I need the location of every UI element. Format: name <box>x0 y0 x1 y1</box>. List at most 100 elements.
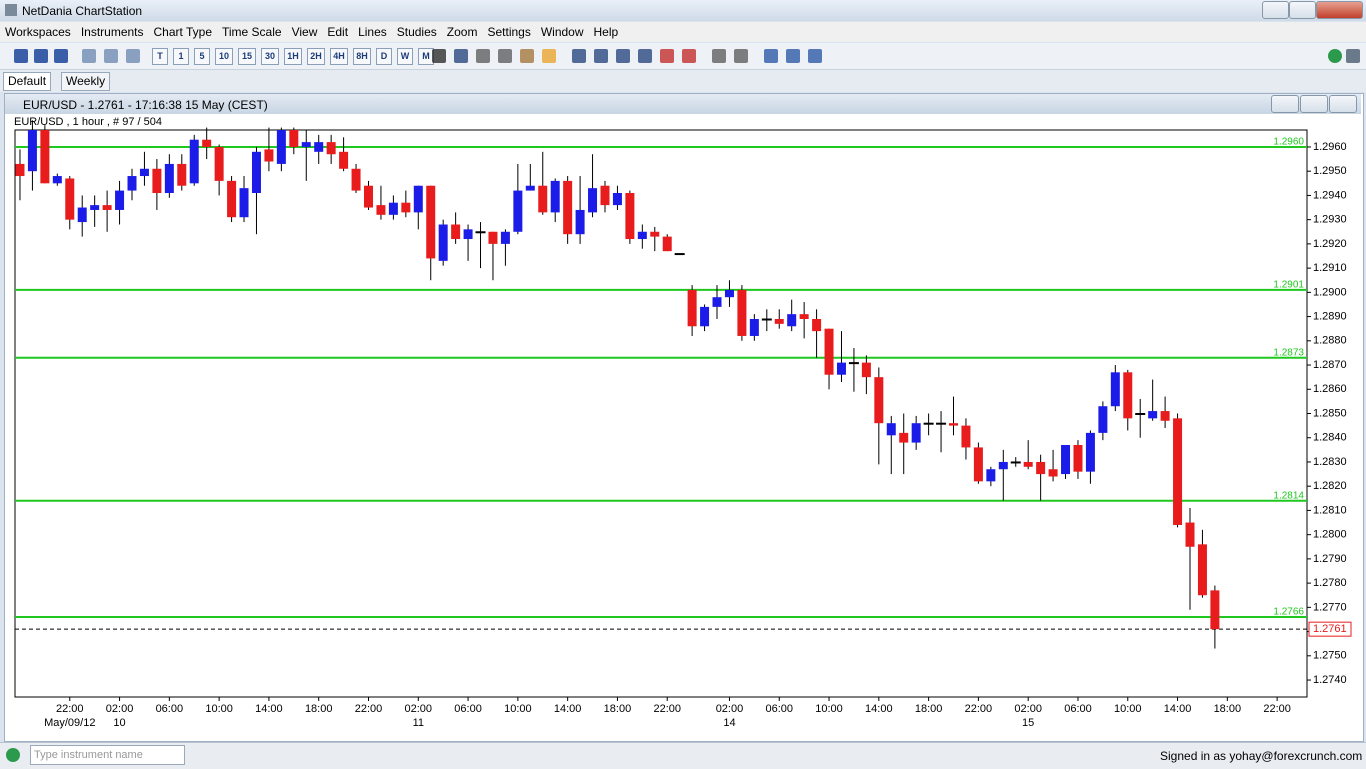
candle-body <box>239 188 249 218</box>
timescale-button[interactable]: 2H <box>307 48 325 65</box>
tool-icon[interactable] <box>616 49 630 63</box>
x-tick-label: 02:00 <box>405 703 433 715</box>
tool-icon[interactable] <box>520 49 534 63</box>
x-tick-label: 18:00 <box>604 703 632 715</box>
timescale-button[interactable]: 15 <box>238 48 256 65</box>
y-tick-label: 1.2790 <box>1313 553 1347 565</box>
timescale-button[interactable]: D <box>376 48 392 65</box>
tool-icon[interactable] <box>764 49 778 63</box>
menu-item[interactable]: Zoom <box>446 25 478 39</box>
tool-icon[interactable] <box>476 49 490 63</box>
candle-body <box>973 447 983 482</box>
chart-maximize[interactable] <box>1300 95 1328 113</box>
candle-body <box>911 423 921 443</box>
y-tick-label: 1.2900 <box>1313 286 1347 298</box>
candle-body <box>426 185 436 259</box>
tool-icon[interactable] <box>808 49 822 63</box>
timescale-button[interactable]: T <box>152 48 168 65</box>
tool-icon[interactable] <box>34 49 48 63</box>
tool-icon[interactable] <box>572 49 586 63</box>
tool-icon[interactable] <box>660 49 674 63</box>
tool-icon[interactable] <box>54 49 68 63</box>
candle-body <box>700 306 710 327</box>
y-tick-label: 1.2820 <box>1313 480 1347 492</box>
minimize-button[interactable] <box>1262 1 1289 19</box>
x-tick-label: 14:00 <box>255 703 283 715</box>
candle-body <box>1135 413 1146 415</box>
candle-body <box>563 180 573 235</box>
close-button[interactable] <box>1316 1 1363 19</box>
chart-minimize[interactable] <box>1271 95 1299 113</box>
app-icon <box>5 4 17 16</box>
candle-body <box>264 149 274 162</box>
menu-item[interactable]: Settings <box>487 25 531 39</box>
candle-body <box>538 185 548 213</box>
candle-body <box>650 231 660 237</box>
menu-item[interactable]: Studies <box>396 25 437 39</box>
candle-body <box>774 319 784 324</box>
timescale-button[interactable]: 4H <box>330 48 348 65</box>
tool-icon[interactable] <box>432 49 446 63</box>
menu-item[interactable]: Instruments <box>80 25 144 39</box>
tool-icon[interactable] <box>14 49 28 63</box>
menu-item[interactable]: Workspaces <box>5 25 71 39</box>
timescale-button[interactable]: 5 <box>194 48 210 65</box>
y-tick-label: 1.2920 <box>1313 238 1347 250</box>
timescale-button[interactable]: W <box>397 48 413 65</box>
candle-body <box>152 168 162 193</box>
tool-icon[interactable] <box>682 49 696 63</box>
tool-icon[interactable] <box>734 49 748 63</box>
menu-item[interactable]: View <box>291 25 318 39</box>
candle-body <box>276 130 286 164</box>
tool-icon[interactable] <box>1346 49 1360 63</box>
menu-item[interactable]: Window <box>540 25 584 39</box>
menu-item[interactable]: Time Scale <box>222 25 282 39</box>
tool-icon[interactable] <box>638 49 652 63</box>
candle-body <box>625 193 635 240</box>
candle-body <box>812 319 822 332</box>
timescale-button[interactable]: 10 <box>215 48 233 65</box>
y-tick-label: 1.2860 <box>1313 383 1347 395</box>
timescale-button[interactable]: 8H <box>353 48 371 65</box>
level-label: 1.2960 <box>1273 137 1304 148</box>
level-label: 1.2814 <box>1273 490 1304 501</box>
candle-body <box>749 319 759 336</box>
menu-item[interactable]: Edit <box>327 25 349 39</box>
candle-body <box>177 163 187 186</box>
chart-window-title-bar: EUR/USD - 1.2761 - 17:16:38 15 May (CEST… <box>5 94 1361 114</box>
tool-icon[interactable] <box>786 49 800 63</box>
x-tick-label: 10:00 <box>504 703 532 715</box>
menu-item[interactable]: Lines <box>358 25 387 39</box>
tool-icon[interactable] <box>542 49 556 63</box>
title-bar: NetDania ChartStation <box>0 0 1366 21</box>
chart-type-icon[interactable] <box>126 49 140 63</box>
tab-weekly[interactable]: Weekly <box>61 72 111 91</box>
menu-item[interactable]: Help <box>593 25 619 39</box>
chart-info: EUR/USD , 1 hour , # 97 / 504 <box>14 116 162 128</box>
tab-default[interactable]: Default <box>3 72 52 91</box>
date-label: 15 <box>1022 717 1034 729</box>
chart-type-icon[interactable] <box>104 49 118 63</box>
tool-icon[interactable] <box>712 49 726 63</box>
menu-item[interactable]: Chart Type <box>153 25 212 39</box>
chart-type-icon[interactable] <box>82 49 96 63</box>
candle-body <box>674 253 685 256</box>
timescale-button[interactable]: 1H <box>284 48 302 65</box>
tool-icon[interactable] <box>498 49 512 63</box>
plot-area <box>14 129 1308 698</box>
x-tick-label: 14:00 <box>865 703 893 715</box>
y-tick-label: 1.2910 <box>1313 262 1347 274</box>
instrument-search[interactable]: Type instrument name <box>30 745 185 765</box>
candle-body <box>115 190 125 210</box>
tool-icon[interactable] <box>454 49 468 63</box>
tool-icon[interactable] <box>594 49 608 63</box>
date-label: 14 <box>723 717 735 729</box>
chart-close[interactable] <box>1329 95 1357 113</box>
x-tick-label: 22:00 <box>56 703 84 715</box>
level-label: 1.2901 <box>1273 280 1304 291</box>
maximize-button[interactable] <box>1289 1 1316 19</box>
timescale-button[interactable]: 1 <box>173 48 189 65</box>
timescale-button[interactable]: 30 <box>261 48 279 65</box>
candle-body <box>986 469 996 482</box>
candle-body <box>513 190 523 232</box>
